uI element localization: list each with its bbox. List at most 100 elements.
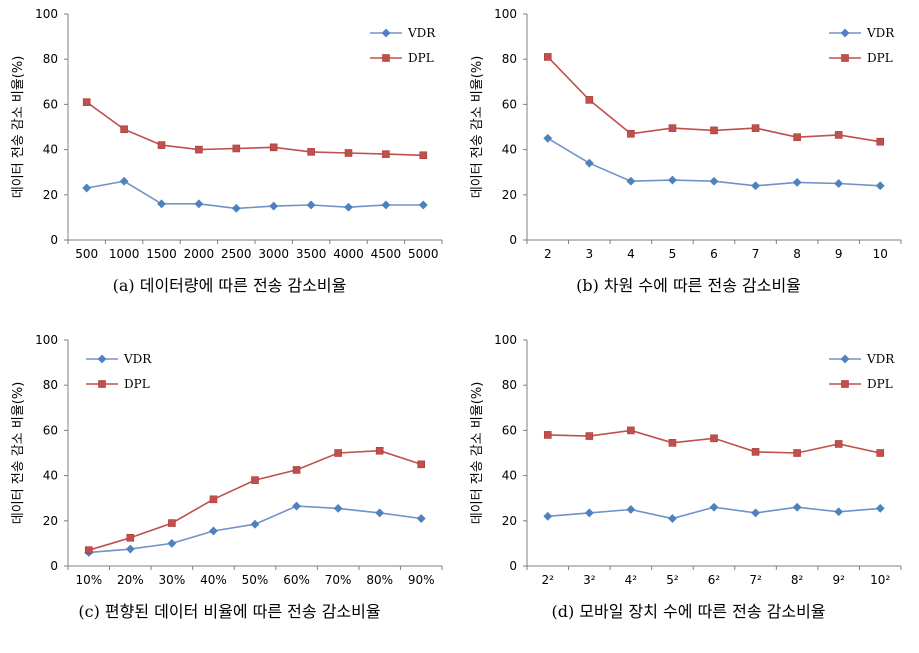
- y-tick-label: 20: [502, 514, 517, 528]
- legend-label-vdr: VDR: [407, 26, 436, 40]
- x-tick-label: 3500: [296, 247, 327, 261]
- series-dpl: [84, 446, 426, 554]
- data-point-dpl: [876, 137, 885, 146]
- data-point-vdr: [626, 176, 636, 186]
- legend: VDR DPL: [370, 26, 436, 65]
- data-point-dpl: [751, 448, 760, 456]
- data-point-dpl: [168, 519, 176, 527]
- x-tick-label: 80%: [366, 573, 393, 587]
- x-tick-label: 4: [627, 247, 635, 261]
- chart-panel-a: 0 20 40 60 80 100 500 1000 1500 2000 2500 3000 3500 4…: [0, 0, 459, 326]
- chart-svg-c: 0 20 40 60 80 100 10% 20% 30% 40% 50% 60% 70% 80% 90% 데…: [11, 333, 443, 587]
- x-tick-label: 3²: [583, 573, 596, 587]
- legend-marker-dpl: [841, 54, 849, 62]
- x-tick-label: 6²: [708, 573, 721, 587]
- data-point-vdr: [82, 183, 92, 193]
- data-point-vdr: [194, 199, 204, 209]
- x-tick-label: 3000: [258, 247, 289, 261]
- chart-caption-d: (d) 모바일 장치 수에 따른 전송 감소비율: [551, 602, 826, 621]
- y-tick-label: 20: [502, 188, 517, 202]
- chart-panel-d: 0 20 40 60 80 100 2² 3² 4² 5² 6² 7² 8² 9² 10² 데이터 전송 감소…: [459, 326, 918, 652]
- data-point-vdr: [250, 519, 260, 529]
- y-tick-label: 80: [43, 52, 58, 66]
- data-point-dpl: [668, 124, 677, 132]
- y-tick-label: 60: [43, 97, 58, 111]
- y-tick-label: 100: [494, 7, 517, 21]
- chart-panel-c: 0 20 40 60 80 100 10% 20% 30% 40% 50% 60% 70% 80% 90% 데…: [0, 326, 459, 652]
- y-tick-label: 20: [43, 514, 58, 528]
- data-point-dpl: [417, 460, 426, 469]
- data-point-dpl: [84, 546, 93, 554]
- data-point-vdr: [418, 200, 428, 210]
- data-point-dpl: [876, 449, 885, 457]
- x-tick-label: 5000: [408, 247, 439, 261]
- data-point-vdr: [269, 201, 279, 211]
- y-tick-label: 40: [43, 143, 58, 157]
- y-tick-label: 100: [35, 333, 58, 347]
- data-point-dpl: [209, 495, 218, 504]
- data-point-dpl: [375, 446, 384, 455]
- x-tick-label: 7²: [749, 573, 762, 587]
- x-tick-label: 4500: [371, 247, 402, 261]
- x-tick-label: 8²: [791, 573, 804, 587]
- data-point-vdr: [167, 538, 177, 548]
- series-line-dpl: [88, 449, 422, 551]
- y-tick-label: 60: [502, 97, 517, 111]
- x-tick-label: 2: [544, 247, 552, 261]
- data-point-vdr: [751, 508, 760, 518]
- data-point-vdr: [333, 503, 343, 513]
- data-point-vdr: [834, 179, 844, 188]
- data-point-vdr: [416, 514, 426, 523]
- data-point-vdr: [231, 203, 241, 213]
- legend-label-dpl: DPL: [408, 51, 434, 65]
- series-vdr: [82, 176, 428, 213]
- x-tick-label: 2500: [221, 247, 252, 261]
- data-point-dpl: [585, 432, 594, 440]
- data-point-vdr: [668, 514, 677, 523]
- data-point-vdr: [209, 526, 218, 536]
- x-tick-label: 6: [710, 247, 718, 261]
- data-point-vdr: [834, 507, 844, 517]
- y-tick-label: 100: [494, 333, 517, 347]
- series-line-vdr: [86, 180, 424, 210]
- x-tick-label: 2²: [542, 573, 555, 587]
- y-tick-label: 60: [43, 423, 58, 437]
- data-point-dpl: [292, 466, 301, 474]
- x-tick-label: 30%: [159, 573, 186, 587]
- y-axis-title: 데이터 전송 감소 비율(%): [11, 56, 26, 199]
- y-tick-label: 40: [43, 469, 58, 483]
- x-tick-label: 500: [75, 247, 98, 261]
- series-vdr: [84, 501, 426, 557]
- data-point-vdr: [375, 508, 385, 518]
- data-point-vdr: [792, 502, 802, 512]
- legend-label-vdr: VDR: [866, 26, 895, 40]
- legend-marker-vdr: [840, 354, 850, 364]
- x-tick-label: 10: [873, 247, 888, 261]
- data-point-dpl: [668, 439, 677, 447]
- data-point-vdr: [584, 508, 594, 518]
- data-point-dpl: [82, 98, 91, 106]
- data-point-dpl: [751, 124, 760, 132]
- x-tick-label: 9²: [832, 573, 845, 587]
- data-point-dpl: [793, 133, 801, 141]
- series-line-dpl: [86, 101, 424, 157]
- data-point-vdr: [668, 175, 677, 185]
- data-point-vdr: [792, 177, 802, 187]
- data-point-vdr: [543, 511, 553, 521]
- x-tick-label: 10%: [75, 573, 102, 587]
- y-tick-label: 80: [502, 378, 517, 392]
- data-point-dpl: [710, 434, 718, 443]
- legend-marker-dpl: [98, 380, 106, 388]
- data-point-dpl: [419, 151, 428, 160]
- data-point-dpl: [627, 426, 635, 435]
- data-point-vdr: [119, 176, 129, 186]
- x-tick-label: 70%: [325, 573, 352, 587]
- data-point-dpl: [269, 143, 278, 152]
- data-point-vdr: [543, 133, 553, 143]
- data-point-dpl: [307, 148, 315, 156]
- data-point-dpl: [251, 476, 259, 484]
- x-tick-label: 4²: [625, 573, 638, 587]
- legend-marker-vdr: [840, 28, 850, 38]
- data-point-vdr: [875, 503, 885, 513]
